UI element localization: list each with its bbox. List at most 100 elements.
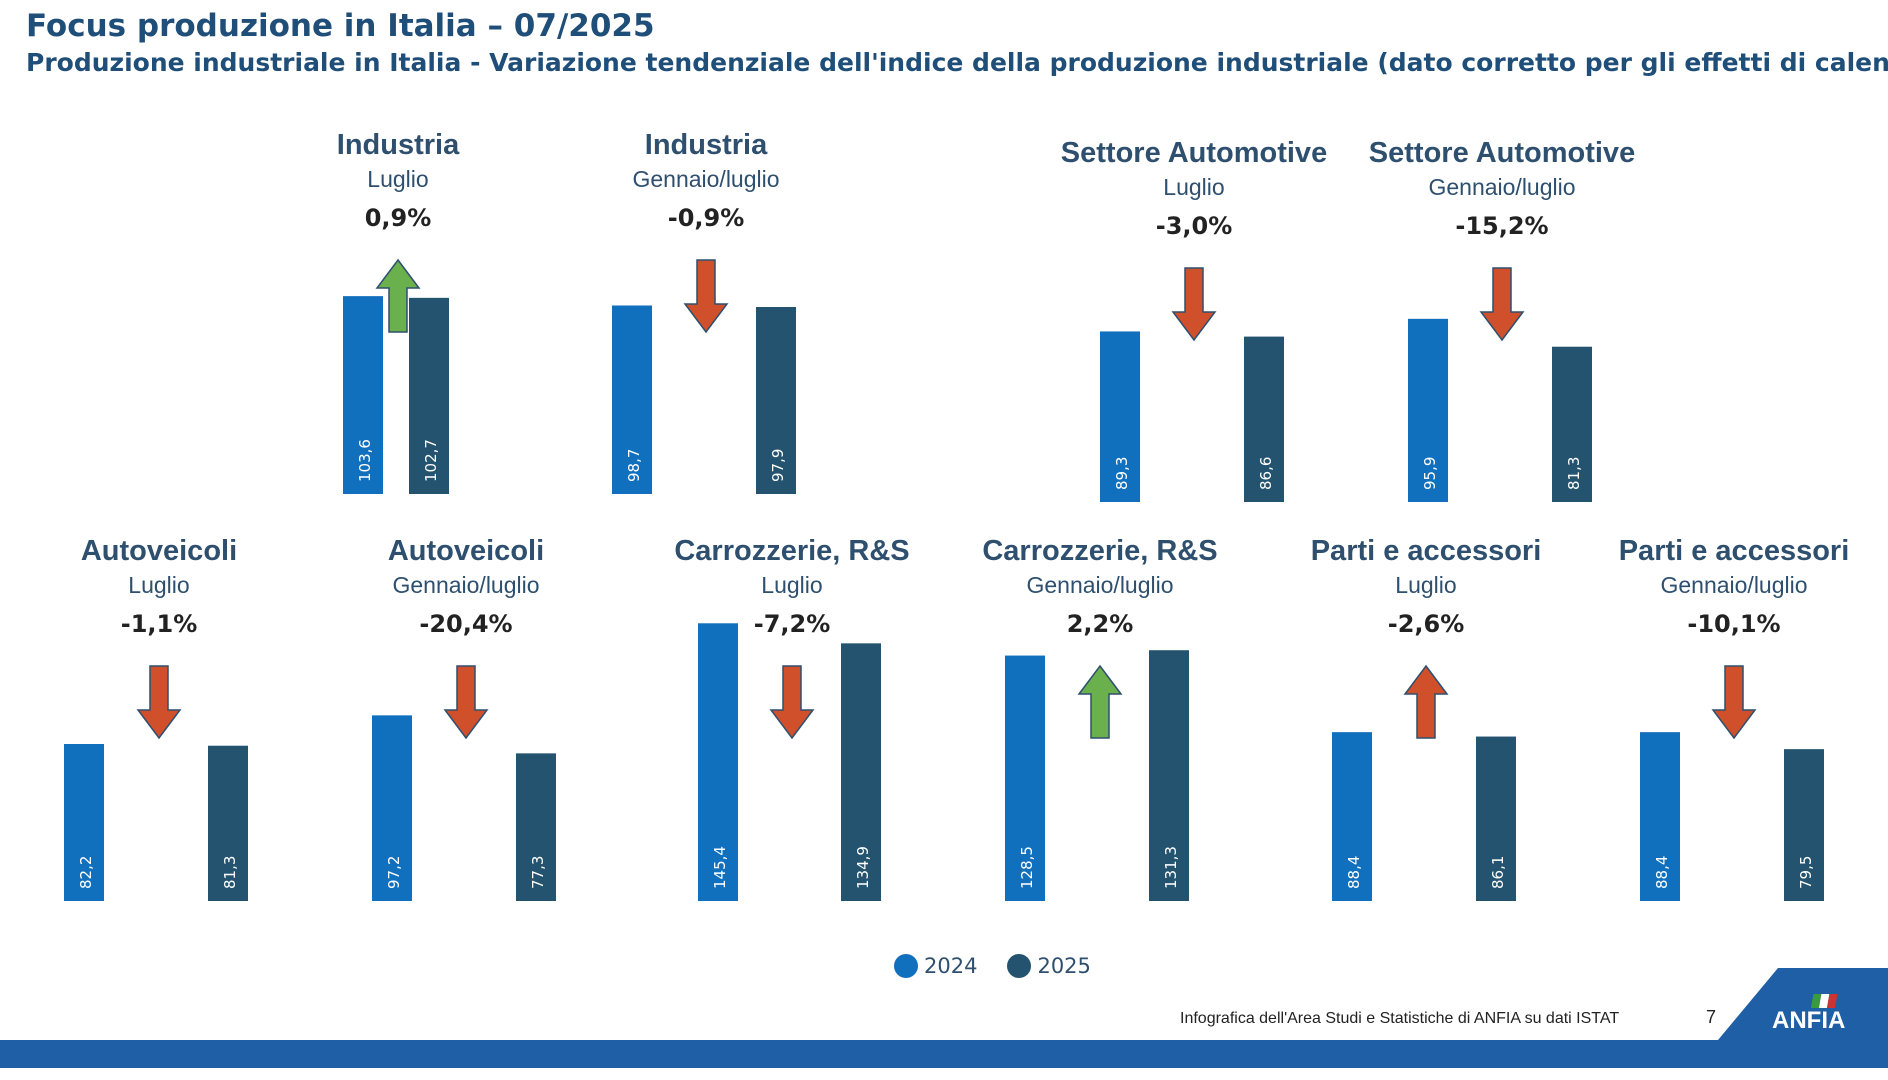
panel-parti-luglio: Parti e accessori Luglio -2,6% xyxy=(1276,534,1576,638)
arrow-down-icon xyxy=(1711,665,1757,740)
panel-period: Gennaio/luglio xyxy=(1026,572,1174,598)
panel-period: Gennaio/luglio xyxy=(632,166,780,192)
bar-value-label: 81,3 xyxy=(1565,457,1583,490)
panel-change: -10,1% xyxy=(1687,610,1781,638)
page-title: Focus produzione in Italia – 07/2025 xyxy=(26,8,655,44)
bar-value-label: 81,3 xyxy=(221,856,239,889)
panel-autoveicoli-gennaio-luglio: Autoveicoli Gennaio/luglio -20,4% xyxy=(316,534,616,638)
legend-label-2024: 2024 xyxy=(924,954,978,978)
panel-title: Carrozzerie, R&S xyxy=(674,535,910,567)
arrow-down-icon xyxy=(136,665,182,740)
panel-title: Carrozzerie, R&S xyxy=(982,535,1218,567)
bar-2024 xyxy=(612,305,652,494)
panel-change: -15,2% xyxy=(1455,212,1549,240)
panel-title: Settore Automotive xyxy=(1368,137,1636,169)
panel-industria-gennaio-luglio: Industria Gennaio/luglio -0,9% xyxy=(556,128,856,232)
panel-period: Gennaio/luglio xyxy=(392,572,540,598)
bar-value-label: 79,5 xyxy=(1797,856,1815,889)
page-subtitle: Produzione industriale in Italia - Varia… xyxy=(26,48,1888,77)
arrow-down-icon xyxy=(683,259,729,334)
panel-parti-gennaio-luglio: Parti e accessori Gennaio/luglio -10,1% xyxy=(1584,534,1884,638)
bar-2024 xyxy=(1332,732,1372,901)
bar-value-label: 97,9 xyxy=(769,449,787,482)
bar-value-label: 86,6 xyxy=(1257,457,1275,490)
bar-value-label: 98,7 xyxy=(625,449,643,482)
bar-2024 xyxy=(343,296,383,494)
bar-value-label: 131,3 xyxy=(1162,846,1180,889)
bar-2025 xyxy=(1244,336,1284,502)
bar-value-label: 95,9 xyxy=(1421,457,1439,490)
panel-period: Gennaio/luglio xyxy=(1428,174,1576,200)
panel-autoveicoli-luglio: Autoveicoli Luglio -1,1% xyxy=(9,534,309,638)
legend-label-2025: 2025 xyxy=(1037,954,1091,978)
panel-change: -20,4% xyxy=(419,610,513,638)
panel-change: -0,9% xyxy=(667,204,745,232)
footer-source: Infografica dell'Area Studi e Statistich… xyxy=(1180,1010,1620,1027)
bar-2024 xyxy=(1408,318,1448,502)
arrow-up-icon xyxy=(1077,664,1123,739)
legend-item-2024: 2024 xyxy=(894,954,977,978)
panel-industria-luglio: Industria Luglio 0,9% xyxy=(248,128,548,232)
bar-2025 xyxy=(516,753,556,901)
arrow-down-icon xyxy=(443,665,489,740)
bar-value-label: 134,9 xyxy=(854,846,872,889)
bar-2025 xyxy=(1476,736,1516,901)
bar-value-label: 89,3 xyxy=(1113,457,1131,490)
panel-change: -2,6% xyxy=(1387,610,1465,638)
panel-title: Parti e accessori xyxy=(1618,535,1850,567)
bar-2025 xyxy=(409,297,449,494)
bottom-band xyxy=(0,1040,1888,1068)
bar-value-label: 145,4 xyxy=(711,846,729,889)
panel-period: Luglio xyxy=(128,572,190,598)
panel-carrozzerie-luglio: Carrozzerie, R&S Luglio -7,2% xyxy=(642,534,942,638)
panel-change: -1,1% xyxy=(120,610,198,638)
panel-change: 0,9% xyxy=(364,204,432,232)
bar-value-label: 77,3 xyxy=(529,856,547,889)
bar-value-label: 88,4 xyxy=(1653,856,1671,889)
arrow-up-icon xyxy=(375,258,421,333)
arrow-up-icon xyxy=(1403,664,1449,739)
page-number: 7 xyxy=(1706,1007,1717,1027)
bar-2025 xyxy=(1784,749,1824,901)
bar-charts: 103,6 102,7 98,7 97,9 89,3 86,6 95,9 81,3 82,2 81… xyxy=(64,258,1824,901)
legend-swatch-2024 xyxy=(894,954,918,978)
bar-2024 xyxy=(372,715,412,901)
legend-item-2025: 2025 xyxy=(1007,954,1091,978)
panel-title: Parti e accessori xyxy=(1310,535,1542,567)
bar-2025 xyxy=(756,307,796,494)
panel-title: Industria xyxy=(336,129,460,161)
bar-value-label: 82,2 xyxy=(77,856,95,889)
bar-value-label: 102,7 xyxy=(422,439,440,482)
panel-period: Luglio xyxy=(1163,174,1225,200)
bar-2025 xyxy=(841,643,881,901)
bar-2025 xyxy=(208,745,248,901)
panel-title: Autoveicoli xyxy=(387,535,545,567)
anfia-logo: ANFIA xyxy=(1718,968,1888,1040)
panel-period: Luglio xyxy=(761,572,823,598)
bar-2024 xyxy=(64,743,104,901)
bar-2025 xyxy=(1149,650,1189,901)
bar-2024 xyxy=(1100,331,1140,502)
arrow-down-icon xyxy=(1171,267,1217,342)
logo-text: ANFIA xyxy=(1772,1007,1845,1034)
panel-title: Industria xyxy=(644,129,768,161)
bar-value-label: 128,5 xyxy=(1018,846,1036,889)
panel-title: Autoveicoli xyxy=(80,535,238,567)
bar-2024 xyxy=(1640,732,1680,901)
arrow-down-icon xyxy=(1479,267,1525,342)
legend: 2024 2025 xyxy=(894,954,1121,978)
arrow-down-icon xyxy=(769,665,815,740)
legend-swatch-2025 xyxy=(1007,954,1032,978)
logo-graphic: ANFIA xyxy=(1718,968,1888,1040)
panel-carrozzerie-gennaio-luglio: Carrozzerie, R&S Gennaio/luglio 2,2% xyxy=(950,534,1250,638)
panel-change: -3,0% xyxy=(1155,212,1233,240)
panel-period: Gennaio/luglio xyxy=(1660,572,1808,598)
panel-period: Luglio xyxy=(1395,572,1457,598)
bar-2024 xyxy=(1005,655,1045,901)
bar-value-label: 103,6 xyxy=(356,439,374,482)
panel-period: Luglio xyxy=(367,166,429,192)
bar-2025 xyxy=(1552,346,1592,502)
panel-title: Settore Automotive xyxy=(1060,137,1328,169)
bar-2024 xyxy=(698,623,738,901)
panel-change: 2,2% xyxy=(1066,610,1134,638)
